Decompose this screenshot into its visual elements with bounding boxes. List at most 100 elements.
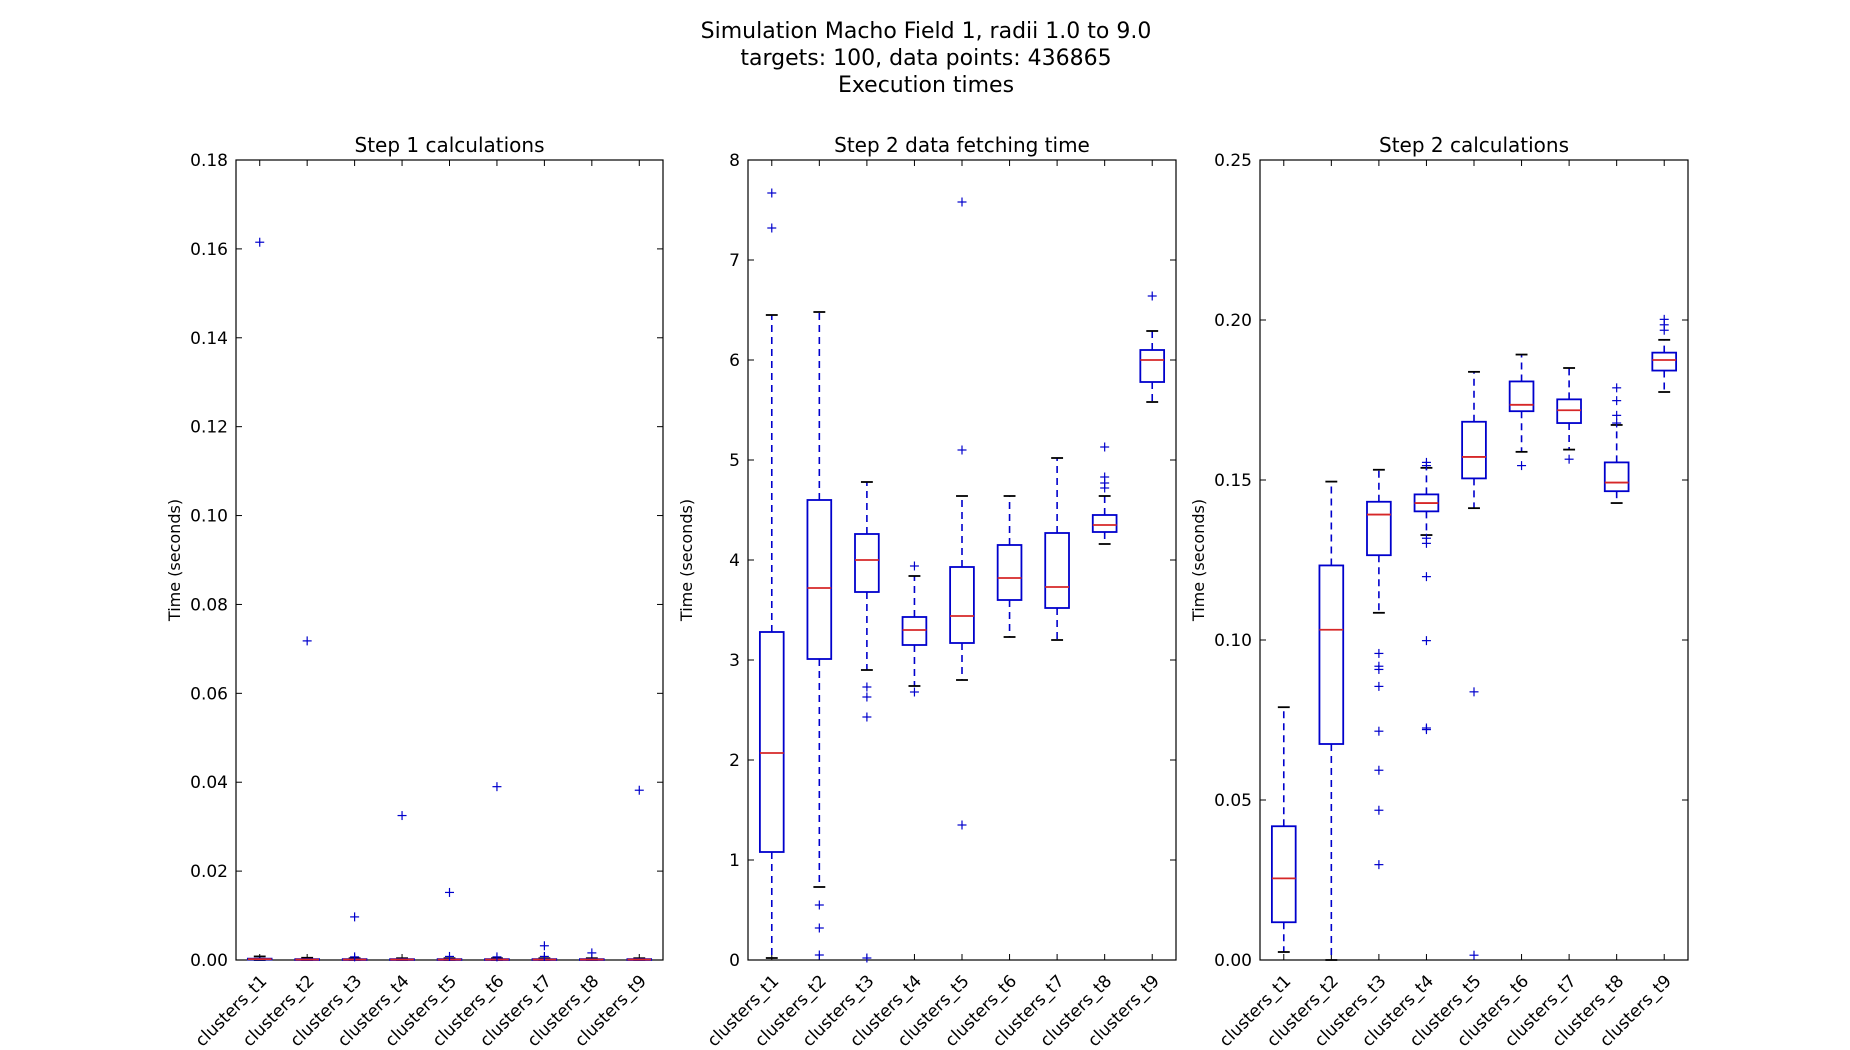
outlier-marker bbox=[539, 941, 549, 951]
y-tick-label: 0.02 bbox=[190, 862, 228, 882]
outlier-marker bbox=[634, 785, 644, 795]
box-iqr bbox=[1044, 532, 1070, 609]
box-iqr bbox=[758, 631, 785, 853]
outlier-marker bbox=[492, 782, 502, 792]
outlier-marker bbox=[350, 912, 360, 922]
outlier-marker bbox=[1374, 664, 1384, 674]
figure-title-line-1: Simulation Macho Field 1, radii 1.0 to 9… bbox=[701, 19, 1152, 44]
outlier-marker bbox=[862, 692, 872, 702]
y-tick-label: 0.10 bbox=[1214, 631, 1252, 651]
box-iqr bbox=[996, 544, 1023, 601]
outlier-marker bbox=[1469, 687, 1479, 697]
outlier-marker bbox=[1374, 681, 1384, 691]
box-iqr bbox=[1366, 500, 1392, 557]
box-iqr bbox=[1651, 351, 1678, 372]
outlier-marker bbox=[1469, 950, 1479, 960]
y-tick-label: 0.10 bbox=[190, 507, 228, 527]
y-tick-label: 0.15 bbox=[1214, 471, 1252, 491]
panel-title: Step 2 data fetching time bbox=[834, 133, 1090, 157]
y-tick-label: 0.12 bbox=[190, 418, 228, 438]
box-iqr bbox=[949, 566, 975, 644]
box-iqr bbox=[806, 499, 833, 660]
y-tick-label: 0.14 bbox=[190, 329, 228, 349]
outlier-marker bbox=[445, 887, 454, 897]
y-axis-label: Time (seconds) bbox=[677, 499, 696, 622]
outlier-marker bbox=[862, 953, 872, 963]
outlier-marker bbox=[1612, 396, 1622, 406]
y-tick-label: 0.08 bbox=[190, 595, 228, 615]
outlier-marker bbox=[909, 687, 919, 697]
outlier-marker bbox=[957, 820, 967, 830]
outlier-marker bbox=[1374, 765, 1384, 775]
outlier-marker bbox=[957, 445, 967, 455]
y-tick-label: 8 bbox=[729, 151, 740, 171]
box-iqr bbox=[1603, 461, 1630, 493]
outlier-marker bbox=[302, 636, 312, 646]
box-iqr bbox=[1461, 420, 1487, 480]
y-tick-label: 1 bbox=[729, 851, 740, 871]
outlier-marker bbox=[1100, 483, 1110, 493]
box-iqr bbox=[1508, 380, 1535, 413]
outlier-marker bbox=[397, 811, 407, 821]
box-iqr bbox=[1139, 349, 1166, 383]
outlier-marker bbox=[1517, 461, 1527, 471]
outlier-marker bbox=[767, 223, 777, 233]
y-tick-label: 2 bbox=[729, 751, 740, 771]
box-iqr bbox=[1318, 564, 1345, 745]
outlier-marker bbox=[1659, 325, 1669, 335]
outlier-marker bbox=[1374, 726, 1384, 736]
outlier-marker bbox=[1421, 572, 1431, 582]
y-tick-label: 0.00 bbox=[190, 951, 228, 971]
y-axis-label: Time (seconds) bbox=[165, 499, 184, 622]
y-tick-label: 0.05 bbox=[1214, 791, 1252, 811]
outlier-marker bbox=[1147, 291, 1157, 301]
y-tick-label: 0 bbox=[729, 951, 740, 971]
y-tick-label: 3 bbox=[729, 651, 740, 671]
outlier-marker bbox=[862, 682, 872, 692]
outlier-marker bbox=[1612, 410, 1622, 420]
outlier-marker bbox=[1421, 636, 1431, 646]
y-tick-label: 0.18 bbox=[190, 151, 228, 171]
outlier-marker bbox=[492, 952, 502, 962]
y-tick-label: 0.04 bbox=[190, 773, 228, 793]
outlier-marker bbox=[1100, 442, 1110, 452]
y-tick-label: 6 bbox=[729, 351, 740, 371]
outlier-marker bbox=[814, 923, 824, 933]
y-tick-label: 5 bbox=[729, 451, 740, 471]
panel-title: Step 2 calculations bbox=[1379, 133, 1569, 157]
panel-title: Step 1 calculations bbox=[355, 133, 545, 157]
box-iqr bbox=[1270, 825, 1297, 924]
box-iqr bbox=[1091, 514, 1118, 533]
box-iqr bbox=[1556, 398, 1582, 424]
outlier-marker bbox=[445, 951, 454, 961]
outlier-marker bbox=[1564, 454, 1574, 464]
outlier-marker bbox=[1374, 860, 1384, 870]
y-tick-label: 0.06 bbox=[190, 684, 228, 704]
y-tick-label: 0.25 bbox=[1214, 151, 1252, 171]
y-tick-label: 4 bbox=[729, 551, 740, 571]
box-iqr bbox=[854, 533, 880, 593]
outlier-marker bbox=[1421, 538, 1431, 548]
outlier-marker bbox=[1421, 461, 1431, 471]
outlier-marker bbox=[1374, 648, 1384, 658]
figure-title-line-2: targets: 100, data points: 436865 bbox=[740, 46, 1111, 71]
box-iqr bbox=[901, 616, 928, 646]
y-axis-label: Time (seconds) bbox=[1189, 499, 1208, 622]
outlier-marker bbox=[587, 948, 597, 958]
y-tick-label: 7 bbox=[729, 251, 740, 271]
outlier-marker bbox=[255, 237, 265, 247]
outlier-marker bbox=[767, 188, 777, 198]
outlier-marker bbox=[1374, 805, 1384, 815]
outlier-marker bbox=[350, 952, 360, 962]
figure-title-line-3: Execution times bbox=[838, 73, 1014, 98]
outlier-marker bbox=[909, 561, 919, 571]
y-tick-label: 0.16 bbox=[190, 240, 228, 260]
figure-title: Simulation Macho Field 1, radii 1.0 to 9… bbox=[701, 19, 1152, 98]
outlier-marker bbox=[814, 950, 824, 960]
outlier-marker bbox=[1612, 418, 1622, 428]
outlier-marker bbox=[957, 197, 967, 207]
y-tick-label: 0.20 bbox=[1214, 311, 1252, 331]
y-tick-label: 0.00 bbox=[1214, 951, 1252, 971]
